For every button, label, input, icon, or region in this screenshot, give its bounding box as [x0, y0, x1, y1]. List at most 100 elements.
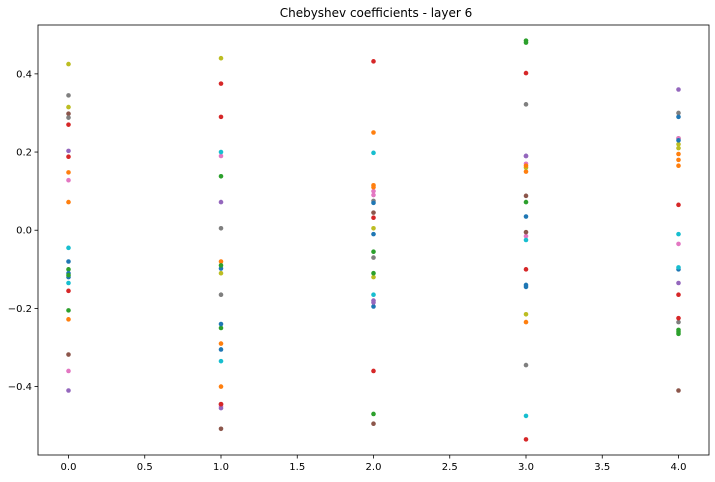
data-point — [523, 282, 529, 288]
data-point — [371, 249, 376, 255]
data-point — [371, 184, 376, 190]
data-point — [676, 327, 681, 333]
data-point — [218, 225, 224, 231]
y-tick-label: 0.2 — [16, 148, 32, 159]
x-tick-label: 1.0 — [213, 462, 229, 473]
data-point — [371, 368, 376, 374]
data-point — [523, 311, 529, 317]
data-point — [371, 150, 376, 156]
data-point — [218, 55, 224, 61]
plot-frame — [37, 24, 710, 456]
data-point — [676, 141, 681, 147]
data-point — [66, 368, 71, 374]
data-point — [523, 193, 529, 199]
data-point — [676, 114, 681, 120]
data-point — [676, 319, 681, 325]
data-point — [218, 384, 224, 389]
data-point — [218, 81, 224, 86]
data-point — [66, 122, 71, 127]
data-point — [66, 388, 71, 393]
data-point — [676, 163, 681, 169]
x-tick-label: 4.0 — [671, 462, 687, 473]
data-point — [523, 229, 529, 235]
data-point — [66, 259, 71, 264]
data-point — [523, 319, 529, 325]
data-point — [676, 145, 681, 151]
y-tick-label: −0.4 — [8, 382, 32, 393]
data-point — [676, 110, 681, 116]
data-point — [218, 426, 224, 432]
x-tick-label: 0.0 — [61, 462, 77, 473]
data-point — [371, 192, 376, 198]
data-point — [371, 411, 376, 417]
data-point — [66, 317, 71, 322]
data-point — [676, 265, 681, 270]
data-point — [371, 130, 376, 135]
y-tick-label: 0.4 — [16, 69, 32, 80]
x-tick-label: 1.5 — [289, 462, 305, 473]
data-point — [218, 263, 224, 268]
data-point — [676, 280, 681, 286]
data-point — [676, 157, 681, 163]
data-point — [218, 149, 224, 155]
data-point — [676, 87, 681, 92]
x-tick-label: 2.5 — [442, 462, 458, 473]
data-point — [523, 362, 529, 368]
data-point — [218, 114, 224, 120]
data-point — [676, 388, 681, 393]
data-point — [66, 154, 71, 160]
data-point — [676, 202, 681, 208]
plot-area — [38, 25, 709, 455]
data-point — [66, 272, 71, 278]
data-point — [218, 341, 224, 346]
data-point — [523, 267, 529, 272]
x-tick-label: 3.0 — [518, 462, 534, 473]
data-point — [676, 331, 681, 337]
data-point — [371, 225, 376, 231]
data-point — [523, 38, 529, 43]
data-point — [218, 153, 224, 159]
y-axis-ticks: −0.4 −0.2 0.0 0.2 0.4 — [8, 69, 38, 393]
data-point — [218, 325, 224, 331]
data-point — [371, 231, 376, 237]
data-point — [523, 153, 529, 159]
data-point — [66, 267, 71, 272]
data-point — [66, 111, 71, 117]
data-point — [218, 401, 224, 407]
data-point — [66, 170, 71, 175]
chart-title: Chebyshev coefficients - layer 6 — [280, 6, 473, 20]
data-point — [371, 255, 376, 260]
data-point — [66, 288, 71, 294]
data-point — [66, 177, 71, 183]
data-point — [218, 347, 224, 352]
data-point — [371, 210, 376, 215]
data-point — [371, 59, 376, 64]
data-point — [218, 292, 224, 298]
data-point — [218, 358, 224, 364]
data-point — [371, 215, 376, 221]
data-point — [523, 437, 529, 442]
data-point — [676, 292, 681, 298]
data-point — [66, 104, 71, 110]
y-tick-label: −0.2 — [8, 304, 32, 315]
data-point — [218, 199, 224, 205]
data-point — [676, 241, 681, 247]
data-point — [676, 315, 681, 321]
data-points — [66, 38, 681, 442]
data-point — [523, 214, 529, 219]
y-tick-label: 0.0 — [16, 226, 32, 237]
data-point — [66, 148, 71, 154]
data-point — [523, 163, 529, 169]
data-point — [523, 102, 529, 107]
data-point — [371, 200, 376, 206]
data-point — [523, 199, 529, 205]
data-point — [371, 421, 376, 427]
x-tick-label: 3.5 — [594, 462, 610, 473]
data-point — [218, 259, 224, 264]
data-point — [676, 151, 681, 157]
data-point — [523, 70, 529, 76]
data-point — [371, 188, 376, 194]
data-point — [66, 199, 71, 205]
data-point — [218, 270, 224, 276]
